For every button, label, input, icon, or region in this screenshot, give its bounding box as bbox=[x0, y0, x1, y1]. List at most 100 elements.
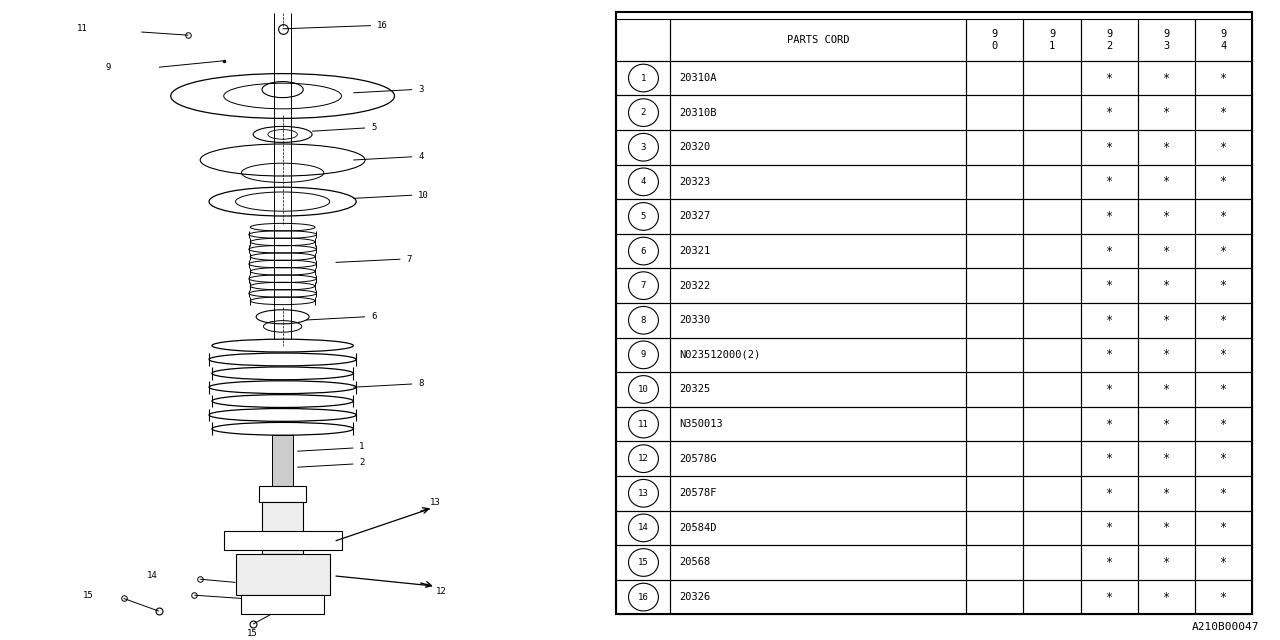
Bar bbox=[1024, 337, 1080, 372]
Text: 1: 1 bbox=[641, 74, 646, 83]
Bar bbox=[617, 545, 671, 580]
Bar bbox=[966, 95, 1024, 130]
Text: 3: 3 bbox=[419, 85, 424, 94]
Bar bbox=[1138, 95, 1196, 130]
Bar bbox=[966, 511, 1024, 545]
Bar bbox=[966, 164, 1024, 199]
Bar bbox=[1024, 234, 1080, 268]
Text: 14: 14 bbox=[147, 572, 157, 580]
FancyBboxPatch shape bbox=[259, 486, 306, 502]
Text: *: * bbox=[1106, 556, 1112, 569]
Text: A210B00047: A210B00047 bbox=[1192, 622, 1260, 632]
Text: 7: 7 bbox=[641, 281, 646, 290]
Bar bbox=[671, 545, 966, 580]
Text: 12: 12 bbox=[435, 588, 447, 596]
Bar bbox=[1196, 95, 1252, 130]
Bar bbox=[1024, 407, 1080, 442]
Text: *: * bbox=[1220, 314, 1228, 327]
Bar bbox=[617, 372, 671, 407]
Bar bbox=[1080, 303, 1138, 337]
Bar bbox=[1024, 164, 1080, 199]
Text: *: * bbox=[1106, 522, 1112, 534]
Text: 9: 9 bbox=[106, 63, 111, 72]
Text: *: * bbox=[1164, 487, 1170, 500]
Bar bbox=[1080, 372, 1138, 407]
Bar bbox=[1080, 337, 1138, 372]
Bar bbox=[966, 199, 1024, 234]
Bar bbox=[671, 95, 966, 130]
Text: *: * bbox=[1220, 556, 1228, 569]
Bar bbox=[966, 61, 1024, 95]
Bar bbox=[617, 337, 671, 372]
Bar bbox=[1138, 199, 1196, 234]
Text: 1: 1 bbox=[360, 442, 365, 451]
Bar bbox=[617, 19, 671, 61]
Text: 13: 13 bbox=[639, 489, 649, 498]
Bar bbox=[1080, 130, 1138, 164]
Bar bbox=[1196, 511, 1252, 545]
Text: *: * bbox=[1106, 487, 1112, 500]
Text: *: * bbox=[1164, 383, 1170, 396]
Bar bbox=[617, 268, 671, 303]
Text: 20310A: 20310A bbox=[678, 73, 717, 83]
Text: *: * bbox=[1106, 72, 1112, 84]
Text: *: * bbox=[1106, 279, 1112, 292]
Bar bbox=[671, 372, 966, 407]
Text: *: * bbox=[1164, 106, 1170, 119]
Bar bbox=[1138, 580, 1196, 614]
Text: 9
1: 9 1 bbox=[1048, 29, 1055, 51]
Bar bbox=[671, 61, 966, 95]
Bar bbox=[966, 268, 1024, 303]
Bar bbox=[1138, 407, 1196, 442]
Bar bbox=[1024, 511, 1080, 545]
Bar bbox=[1196, 234, 1252, 268]
Bar bbox=[671, 407, 966, 442]
Text: 20568: 20568 bbox=[678, 557, 710, 568]
Bar bbox=[966, 476, 1024, 511]
Text: *: * bbox=[1220, 452, 1228, 465]
Bar bbox=[671, 476, 966, 511]
Text: 9
3: 9 3 bbox=[1164, 29, 1170, 51]
Text: 20320: 20320 bbox=[678, 142, 710, 152]
Bar bbox=[1080, 407, 1138, 442]
Bar bbox=[617, 442, 671, 476]
Bar bbox=[1138, 61, 1196, 95]
Text: *: * bbox=[1106, 141, 1112, 154]
Text: *: * bbox=[1220, 244, 1228, 257]
Bar bbox=[1080, 442, 1138, 476]
Bar bbox=[617, 61, 671, 95]
Bar bbox=[1196, 580, 1252, 614]
Text: 20578G: 20578G bbox=[678, 454, 717, 463]
Text: 20322: 20322 bbox=[678, 281, 710, 291]
Text: *: * bbox=[1220, 72, 1228, 84]
Bar bbox=[966, 545, 1024, 580]
Bar bbox=[617, 407, 671, 442]
Bar bbox=[671, 580, 966, 614]
Bar bbox=[617, 511, 671, 545]
Bar bbox=[1080, 476, 1138, 511]
Text: *: * bbox=[1164, 210, 1170, 223]
Bar bbox=[1024, 199, 1080, 234]
FancyBboxPatch shape bbox=[242, 595, 324, 614]
Bar bbox=[1024, 61, 1080, 95]
Bar bbox=[966, 337, 1024, 372]
Bar bbox=[1196, 19, 1252, 61]
Bar bbox=[1138, 545, 1196, 580]
Bar bbox=[1196, 442, 1252, 476]
Bar bbox=[1138, 268, 1196, 303]
Text: *: * bbox=[1220, 141, 1228, 154]
Bar bbox=[1138, 372, 1196, 407]
Bar bbox=[966, 442, 1024, 476]
Bar bbox=[1138, 337, 1196, 372]
Text: 15: 15 bbox=[247, 629, 259, 638]
Text: *: * bbox=[1106, 314, 1112, 327]
Bar bbox=[1080, 580, 1138, 614]
Text: *: * bbox=[1164, 175, 1170, 188]
Text: *: * bbox=[1106, 417, 1112, 431]
Bar bbox=[1196, 545, 1252, 580]
Text: 11: 11 bbox=[77, 24, 87, 33]
Bar bbox=[1196, 199, 1252, 234]
Bar bbox=[1024, 545, 1080, 580]
Bar bbox=[1080, 19, 1138, 61]
Text: 2: 2 bbox=[641, 108, 646, 117]
